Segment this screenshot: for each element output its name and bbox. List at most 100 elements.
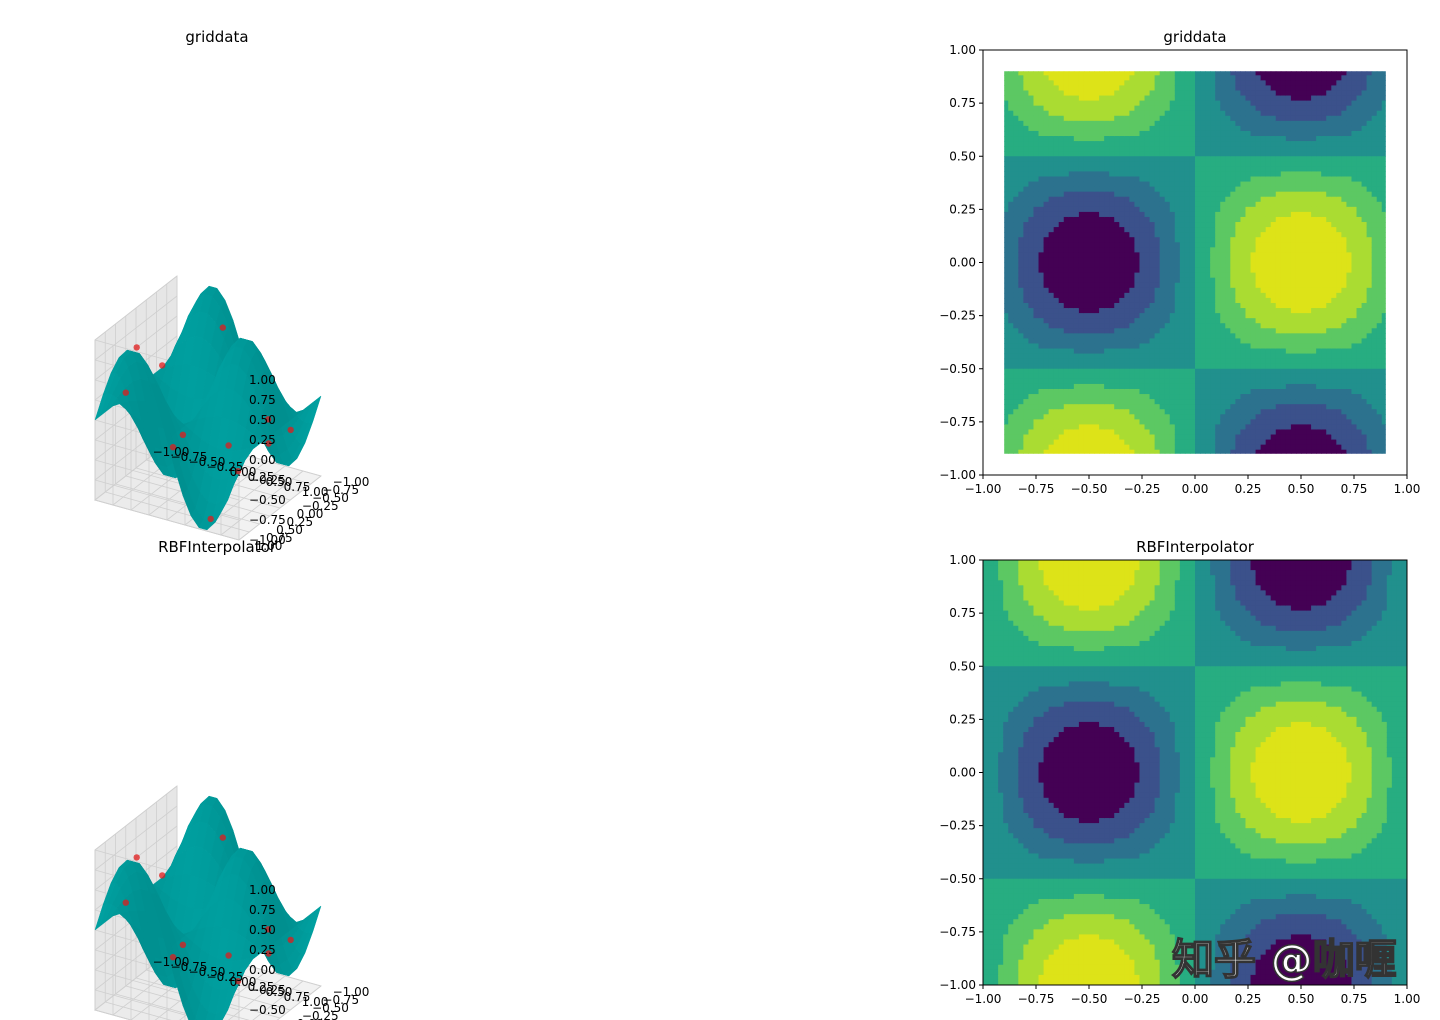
contour-cell xyxy=(1164,409,1171,415)
contour-cell xyxy=(1104,318,1110,324)
contour-cell xyxy=(1179,90,1186,97)
contour-cell xyxy=(1109,373,1115,380)
contour-cell xyxy=(1164,429,1171,436)
contour-cell xyxy=(1169,115,1176,122)
contour-cell xyxy=(1164,287,1171,294)
contour-cell xyxy=(1048,156,1055,162)
contour-cell xyxy=(1134,216,1141,223)
contour-cell xyxy=(1200,282,1206,289)
contour-cell xyxy=(1179,399,1186,405)
contour-cell xyxy=(1149,71,1156,76)
contour-cell xyxy=(1058,287,1065,294)
contour-cell xyxy=(1003,55,1009,61)
contour-cell xyxy=(1124,136,1130,142)
contour-cell xyxy=(1200,343,1206,350)
contour-cell xyxy=(1119,358,1125,365)
contour-cell xyxy=(1230,161,1236,167)
contour-cell xyxy=(993,70,999,76)
contour-cell xyxy=(1028,50,1034,56)
contour-cell xyxy=(1114,186,1120,193)
contour-cell xyxy=(993,106,999,112)
contour-cell xyxy=(1149,429,1156,436)
contour-cell xyxy=(1013,444,1019,451)
contour-cell xyxy=(1230,156,1236,162)
contour-cell xyxy=(1144,176,1151,183)
contour-cell xyxy=(1094,232,1100,238)
contour-cell xyxy=(1023,110,1030,117)
contour-cell xyxy=(1195,383,1201,390)
contour-cell xyxy=(1215,71,1221,76)
contour-cell xyxy=(1114,313,1120,319)
contour-cell xyxy=(1205,171,1211,178)
contour-cell xyxy=(1073,171,1080,178)
contour-cell xyxy=(1200,409,1206,415)
contour-cell xyxy=(1033,358,1040,365)
contour-cell xyxy=(1063,146,1070,152)
contour-cell xyxy=(1038,120,1045,127)
contour-cell xyxy=(1164,292,1171,299)
contour-cell xyxy=(1099,105,1105,112)
contour-cell xyxy=(1189,444,1196,451)
contour-cell xyxy=(1038,211,1045,218)
contour-cell xyxy=(1129,424,1136,431)
contour-cell xyxy=(983,217,989,223)
contour-cell xyxy=(1044,60,1050,66)
contour-cell xyxy=(1068,424,1075,431)
contour-cell xyxy=(1039,50,1045,56)
contour-cell xyxy=(1174,414,1181,420)
contour-cell xyxy=(988,106,994,112)
contour-cell xyxy=(1184,378,1191,385)
contour-cell xyxy=(1169,161,1176,167)
contour-cell xyxy=(1255,156,1262,162)
contour-cell xyxy=(1154,85,1161,92)
contour-cell xyxy=(1195,227,1201,233)
contour-cell xyxy=(1068,358,1075,365)
contour-cell xyxy=(1078,151,1085,157)
contour-cell xyxy=(1023,50,1029,56)
contour-cell xyxy=(1215,232,1221,238)
contour-cell xyxy=(1099,186,1105,193)
contour-cell xyxy=(1018,302,1024,309)
contour-cell xyxy=(1119,80,1125,87)
contour-cell xyxy=(1165,65,1171,71)
contour-cell xyxy=(1129,328,1136,334)
z-tick-label: −0.50 xyxy=(249,493,286,507)
contour-cell xyxy=(1195,181,1201,188)
contour-cell xyxy=(1114,388,1120,395)
contour-cell xyxy=(1094,363,1100,370)
contour-cell xyxy=(1144,399,1151,405)
contour-cell xyxy=(1195,136,1201,142)
contour-cell xyxy=(1164,353,1171,360)
contour-cell xyxy=(1109,394,1115,400)
contour-cell xyxy=(1018,368,1024,375)
contour-cell xyxy=(1063,181,1070,188)
contour-cell xyxy=(1013,318,1019,324)
contour-cell xyxy=(1139,141,1146,147)
contour-cell xyxy=(1119,120,1125,127)
contour-cell xyxy=(993,121,999,127)
contour-cell xyxy=(998,354,1004,360)
contour-cell xyxy=(1154,434,1161,441)
contour-cell xyxy=(998,399,1004,405)
contour-cell xyxy=(1159,439,1166,446)
contour-cell xyxy=(1099,409,1105,415)
contour-cell xyxy=(1023,419,1030,426)
contour-cell xyxy=(1058,156,1065,162)
contour-cell xyxy=(1245,394,1252,400)
contour-cell xyxy=(988,409,994,415)
contour-cell xyxy=(1068,429,1075,436)
contour-cell xyxy=(1154,429,1161,436)
contour-cell xyxy=(983,440,989,446)
contour-cell xyxy=(993,237,999,243)
contour-cell xyxy=(1144,201,1151,208)
contour-cell xyxy=(1099,85,1105,92)
contour-cell xyxy=(993,85,999,91)
contour-cell xyxy=(1073,399,1080,405)
contour-cell xyxy=(1008,262,1014,269)
contour-cell xyxy=(1139,318,1146,324)
contour-cell xyxy=(1023,272,1030,279)
contour-cell xyxy=(1159,90,1166,97)
contour-cell xyxy=(1174,363,1181,370)
contour-cell xyxy=(1179,429,1186,436)
contour-cell xyxy=(1189,419,1196,426)
